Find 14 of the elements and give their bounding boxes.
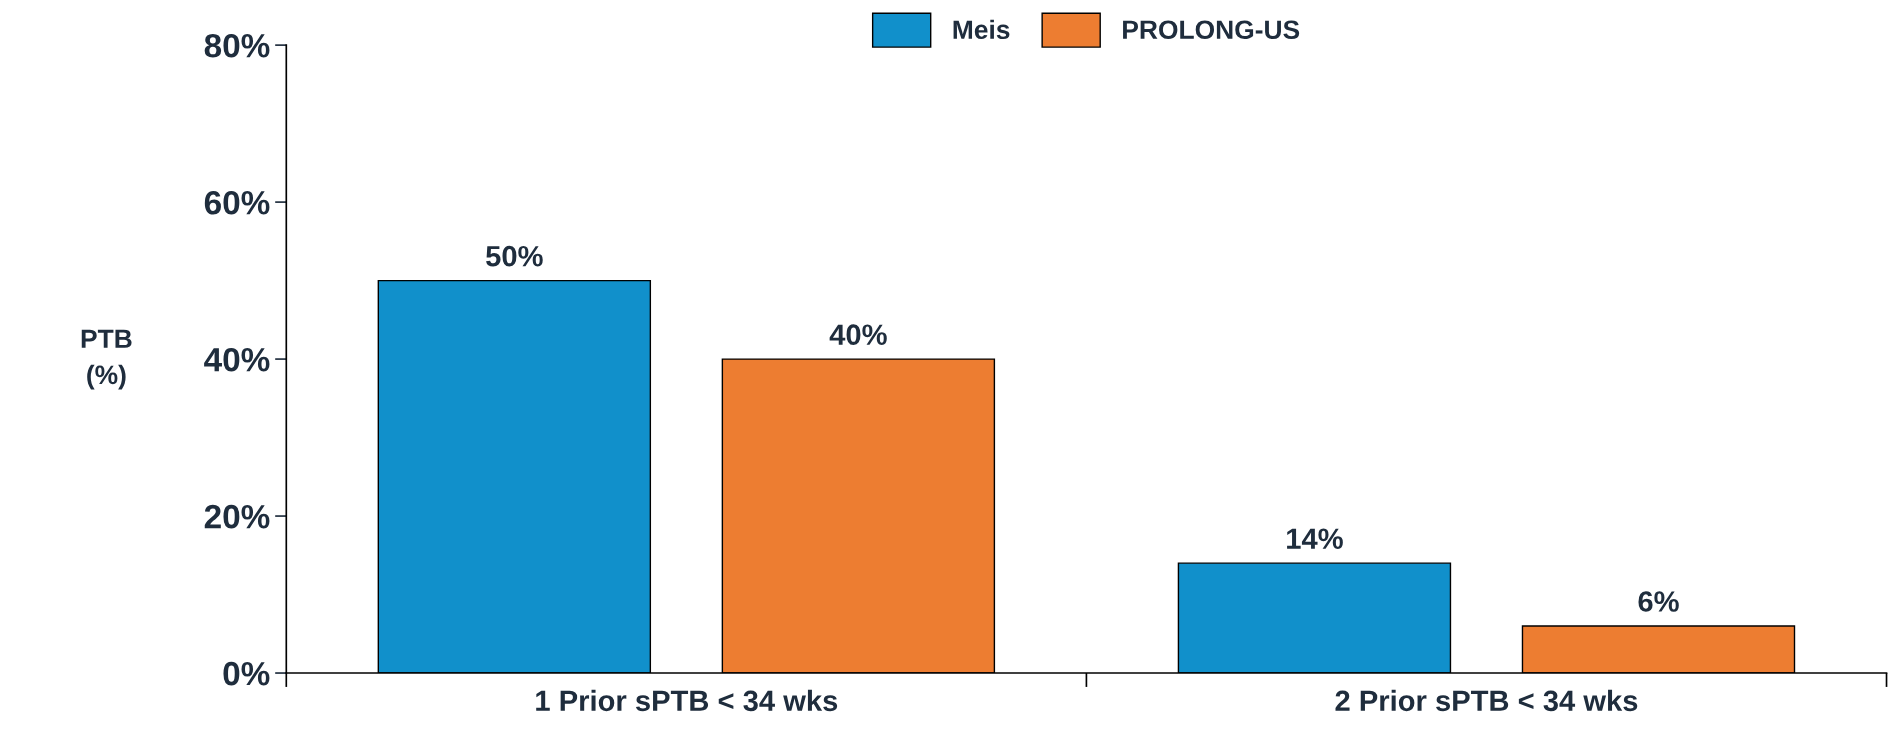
data-label: 50% — [486, 245, 543, 267]
y-tick-label: 60% — [204, 190, 270, 215]
legend-label: PROLONG-US — [1123, 20, 1300, 40]
data-label: 14% — [1287, 528, 1343, 549]
data-label: 40% — [829, 324, 887, 345]
y-tick-label: 80% — [204, 33, 270, 58]
x-tick-label: 2 Prior sPTB < 34 wks — [1335, 689, 1638, 712]
data-label: 6% — [1638, 591, 1679, 612]
x-tick-label: 1 Prior sPTB < 34 wks — [536, 689, 838, 712]
y-axis-title: PTB (%) — [81, 329, 132, 390]
y-tick-label: 20% — [204, 504, 270, 529]
legend-label: Meis — [953, 19, 1010, 40]
y-tick-label: 40% — [204, 347, 270, 372]
y-tick-label: 0% — [223, 661, 270, 686]
